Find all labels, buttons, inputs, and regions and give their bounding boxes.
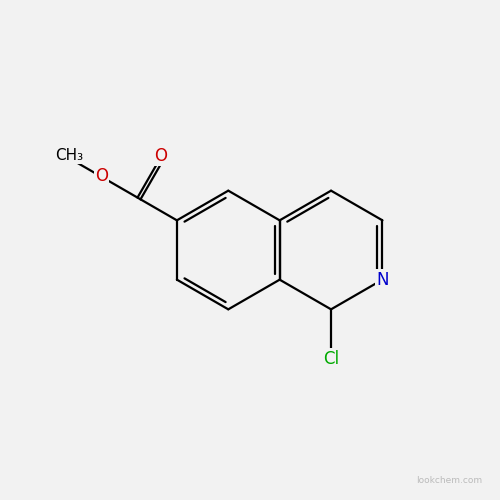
Text: lookchem.com: lookchem.com (416, 476, 482, 485)
Text: CH₃: CH₃ (55, 148, 83, 163)
Text: Cl: Cl (323, 350, 339, 368)
Text: O: O (95, 167, 108, 185)
Text: N: N (376, 270, 388, 288)
Text: O: O (154, 147, 167, 165)
